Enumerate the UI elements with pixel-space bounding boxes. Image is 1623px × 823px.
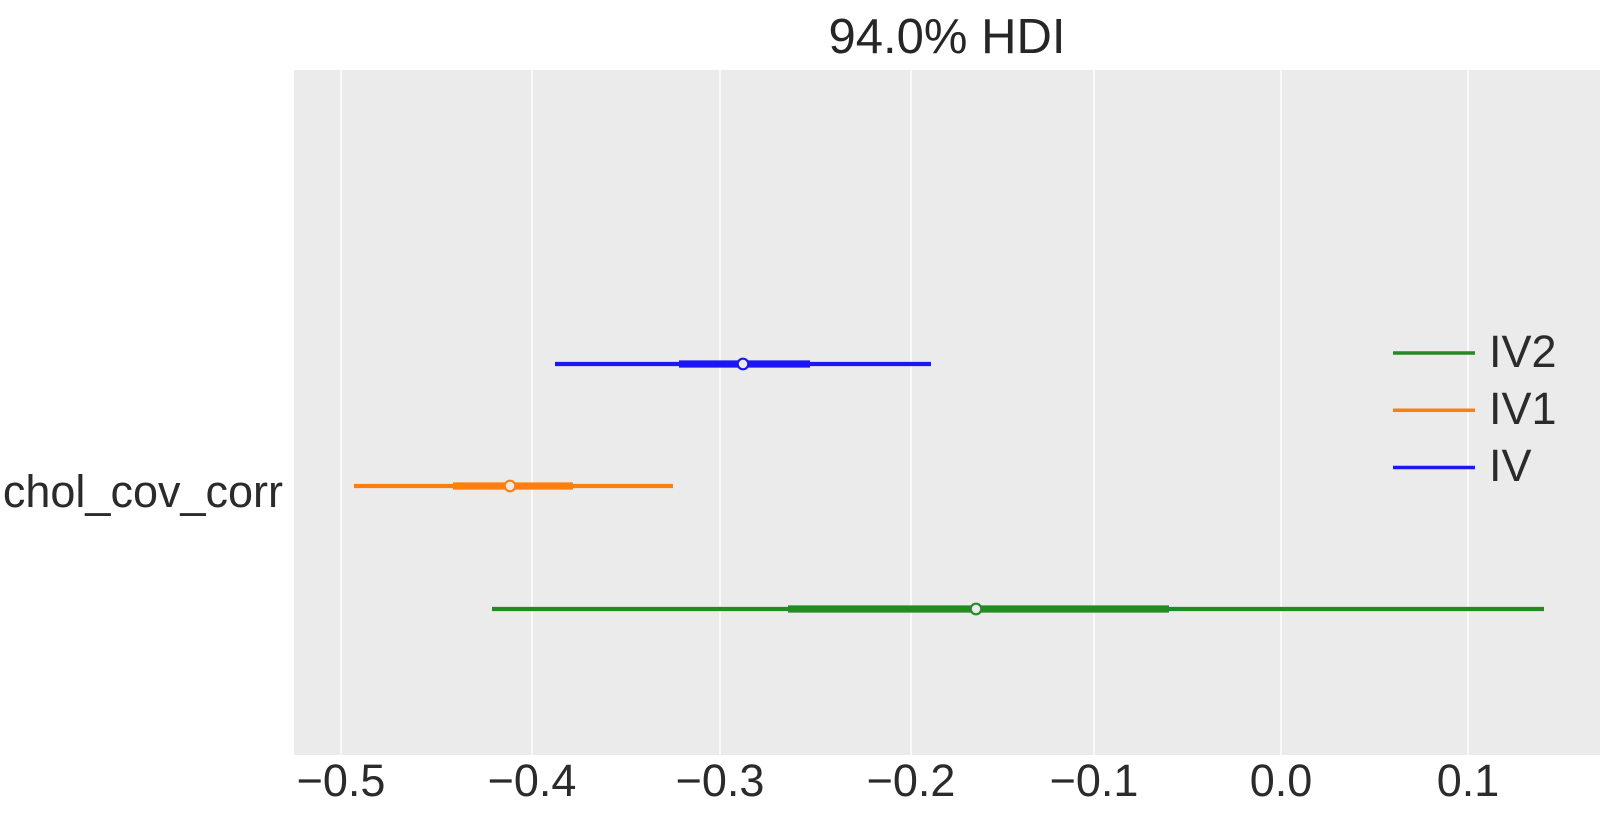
svg-text:−0.3: −0.3 [676, 758, 765, 806]
svg-text:0.1: 0.1 [1437, 758, 1500, 806]
svg-text:0.0: 0.0 [1250, 758, 1313, 806]
svg-text:IV2: IV2 [1489, 326, 1557, 377]
svg-text:−0.1: −0.1 [1050, 758, 1139, 806]
svg-text:IV: IV [1489, 440, 1532, 491]
svg-text:−0.2: −0.2 [867, 758, 956, 806]
svg-text:IV1: IV1 [1489, 383, 1557, 434]
svg-text:−0.4: −0.4 [488, 758, 577, 806]
svg-text:−0.5: −0.5 [297, 758, 386, 806]
